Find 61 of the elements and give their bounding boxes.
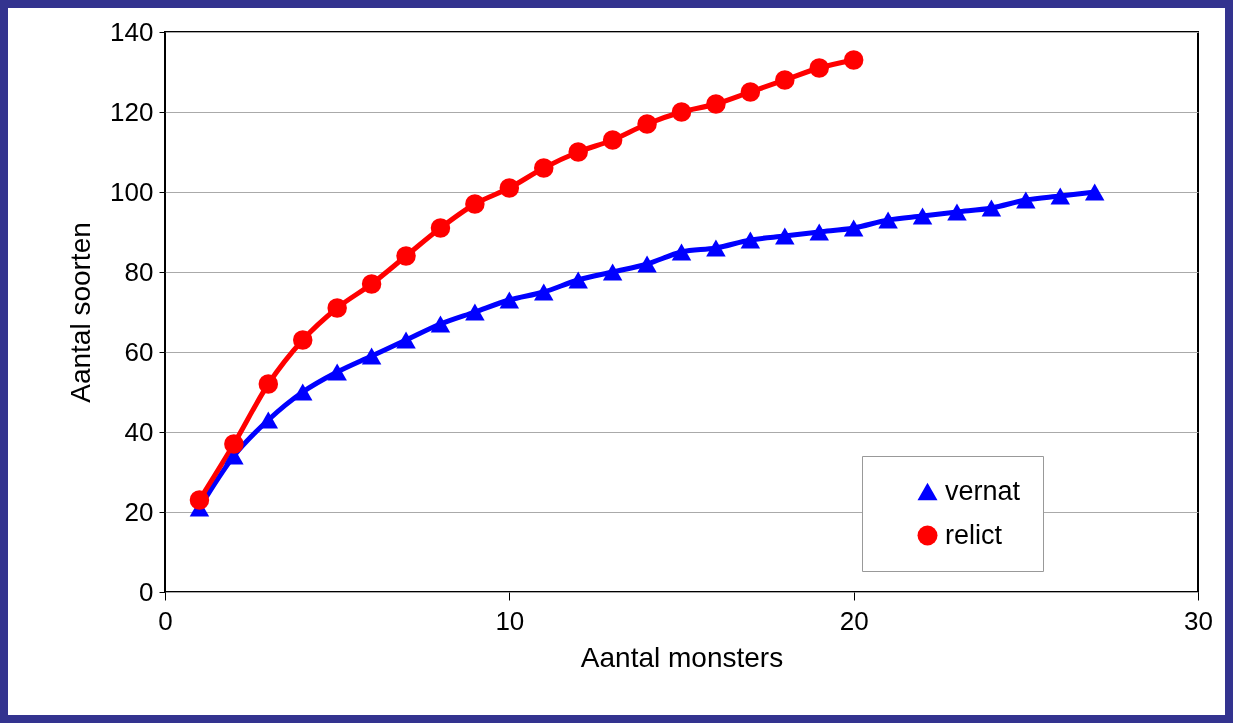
point [740, 231, 761, 249]
point [534, 158, 554, 178]
point [843, 219, 864, 237]
point [809, 223, 829, 241]
point [775, 70, 795, 90]
point [292, 330, 313, 350]
point [465, 303, 485, 321]
x-tick-label: 10 [495, 605, 525, 636]
y-tick-label: 140 [110, 16, 154, 47]
point [258, 374, 279, 394]
point [224, 434, 244, 454]
point [1084, 183, 1105, 201]
y-tick-label: 120 [110, 96, 154, 127]
x-axis-title: Aantal monsters [580, 641, 784, 673]
point [912, 207, 933, 225]
y-tick-label: 100 [110, 176, 154, 207]
point [809, 58, 829, 78]
point [706, 94, 726, 114]
point [292, 383, 313, 401]
point [465, 194, 485, 214]
point [396, 331, 416, 349]
point [396, 246, 416, 266]
y-tick-label: 20 [124, 496, 154, 527]
point [430, 315, 451, 333]
point [637, 255, 657, 273]
point [1016, 191, 1036, 209]
point [499, 291, 520, 309]
point [327, 298, 347, 318]
x-tick-label: 30 [1184, 605, 1213, 636]
y-axis-title: Aantal soorten [65, 222, 97, 403]
point [947, 203, 967, 221]
point [361, 347, 382, 365]
point [637, 114, 657, 134]
legend-label: vernat [945, 475, 1021, 506]
y-tick-label: 60 [124, 336, 154, 367]
point [602, 130, 623, 150]
point [740, 82, 761, 102]
point [327, 363, 347, 381]
point [878, 211, 898, 229]
point [981, 199, 1002, 217]
y-tick-label: 80 [124, 256, 154, 287]
point [258, 411, 279, 429]
point [361, 274, 382, 294]
point [568, 271, 588, 289]
y-tick-label: 0 [139, 576, 154, 607]
y-tick-label: 40 [124, 416, 154, 447]
point [534, 283, 554, 301]
point [499, 178, 520, 198]
point [189, 490, 210, 510]
point [671, 102, 692, 122]
legend-label: relict [945, 519, 1003, 550]
point [706, 239, 726, 257]
point [843, 50, 864, 70]
point [671, 243, 692, 261]
point [430, 218, 451, 238]
point [775, 227, 795, 245]
x-tick-label: 20 [839, 605, 869, 636]
point [568, 142, 588, 162]
point [602, 263, 623, 281]
x-tick-label: 0 [158, 605, 173, 636]
point [1050, 187, 1071, 205]
